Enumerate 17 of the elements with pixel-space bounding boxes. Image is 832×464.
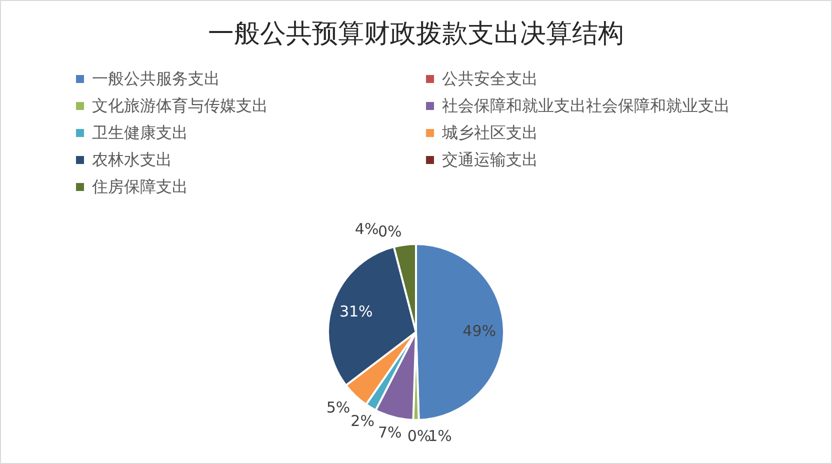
data-label: 31% [339,302,373,320]
legend-label: 城乡社区支出 [441,123,538,142]
legend-label: 住房保障支出 [91,177,188,196]
legend-label: 文化旅游体育与传媒支出 [92,96,268,115]
text: 0% [378,222,402,240]
data-label: 49% [462,322,496,340]
legend-label: 公共安全支出 [442,69,538,88]
data-label: 5% [326,398,350,416]
legend-label: 一般公共服务支出 [92,69,220,88]
legend-label: 交通运输支出 [442,150,538,169]
data-label: 7% [378,424,402,442]
chart-title: 一般公共预算财政拨款支出决算结构 [208,19,624,49]
legend-label: 社会保障和就业支出社会保障和就业支出 [442,96,730,115]
data-label: 4% [354,220,379,238]
legend-label: 卫生健康支出 [92,123,188,142]
legend-label: 农林水支出 [92,150,172,169]
data-label: 2% [350,412,374,430]
